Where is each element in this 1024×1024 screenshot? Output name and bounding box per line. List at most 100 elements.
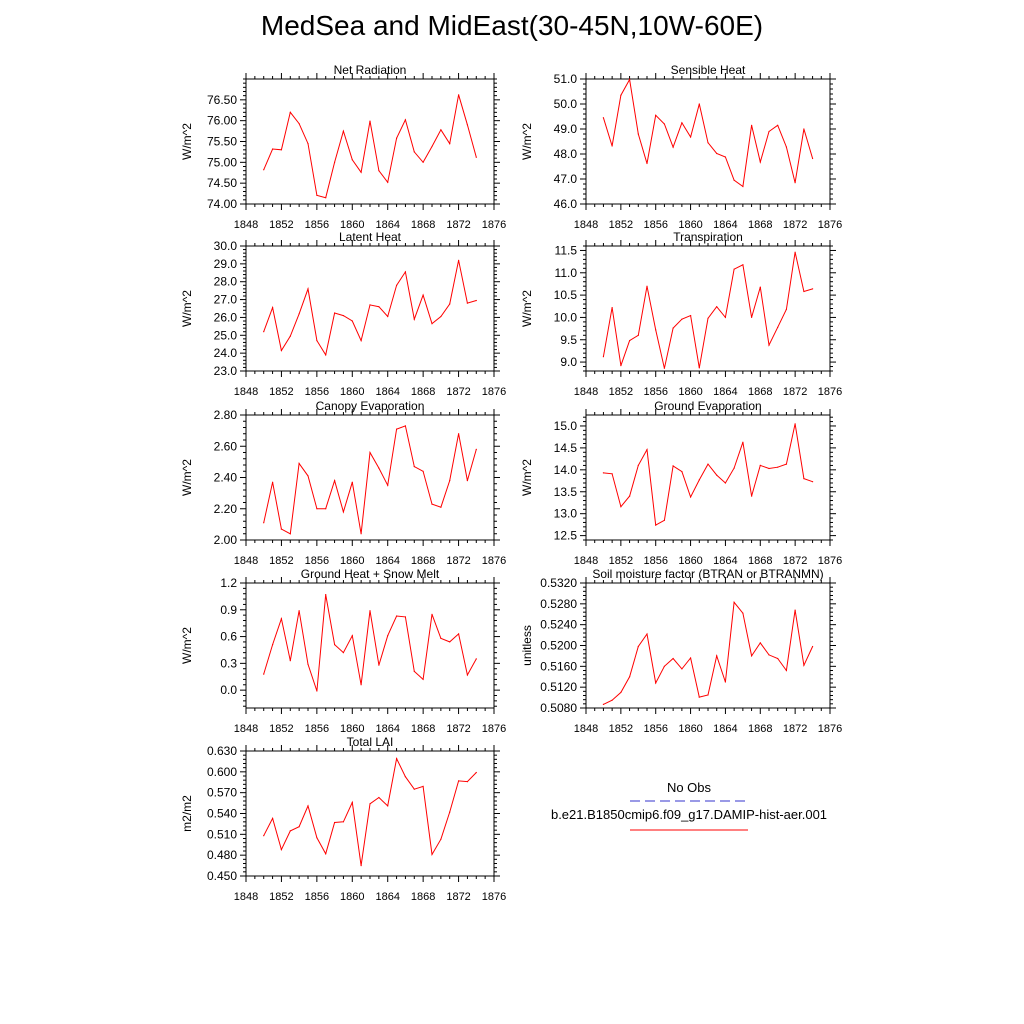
x-tick-label: 1852 bbox=[269, 219, 293, 231]
data-point bbox=[602, 117, 605, 119]
data-point bbox=[298, 313, 300, 315]
data-point bbox=[280, 618, 282, 620]
y-tick-label: 2.60 bbox=[214, 439, 238, 453]
data-point bbox=[475, 658, 477, 660]
x-tick-label: 1848 bbox=[574, 219, 598, 231]
x-tick-label: 1860 bbox=[678, 555, 702, 567]
y-tick-label: 11.5 bbox=[555, 243, 578, 257]
data-point bbox=[803, 664, 805, 666]
data-point bbox=[440, 129, 442, 131]
data-point bbox=[272, 481, 274, 483]
x-tick-label: 1848 bbox=[234, 723, 258, 735]
data-point bbox=[396, 137, 398, 139]
data-point bbox=[690, 496, 692, 498]
x-tick-label: 1852 bbox=[269, 891, 293, 903]
data-point bbox=[611, 145, 613, 147]
data-point bbox=[413, 318, 415, 320]
x-tick-label: 1876 bbox=[818, 555, 842, 567]
data-point bbox=[272, 148, 274, 150]
y-tick-label: 25.0 bbox=[214, 328, 238, 342]
x-tick-label: 1848 bbox=[574, 723, 598, 735]
x-tick-label: 1868 bbox=[411, 555, 435, 567]
data-point bbox=[413, 466, 415, 468]
data-point bbox=[404, 119, 406, 121]
data-point bbox=[396, 758, 398, 760]
data-point bbox=[803, 478, 805, 480]
data-point bbox=[431, 853, 433, 856]
data-point bbox=[768, 344, 770, 346]
data-point bbox=[812, 481, 814, 483]
data-point bbox=[334, 644, 336, 646]
data-point bbox=[334, 821, 336, 824]
y-tick-label: 14.0 bbox=[554, 463, 578, 477]
x-tick-label: 1860 bbox=[678, 723, 702, 735]
panel-canopy-evaporation: Canopy Evaporation W/m^2 1848 1852 1856 1860 1… bbox=[180, 399, 506, 567]
data-point bbox=[351, 801, 353, 804]
data-point bbox=[307, 663, 309, 665]
y-tick-label: 2.20 bbox=[214, 502, 238, 516]
data-point bbox=[751, 495, 753, 497]
x-tick-label: 1868 bbox=[411, 723, 435, 735]
y-axis-label: m2/m2 bbox=[180, 795, 194, 832]
y-tick-label: 75.00 bbox=[207, 155, 237, 169]
panel-title: Sensible Heat bbox=[671, 63, 746, 77]
y-tick-label: 13.5 bbox=[554, 485, 578, 499]
data-point bbox=[794, 609, 796, 611]
data-point bbox=[637, 334, 639, 336]
data-point bbox=[458, 633, 460, 635]
y-tick-label: 49.0 bbox=[554, 122, 578, 136]
data-point bbox=[369, 304, 371, 306]
x-tick-label: 1856 bbox=[643, 723, 667, 735]
panel-title: Transpiration bbox=[673, 230, 743, 244]
y-axis-label: W/m^2 bbox=[520, 290, 534, 327]
data-point bbox=[360, 865, 362, 867]
y-tick-label: 0.9 bbox=[220, 603, 237, 617]
series-line bbox=[603, 601, 814, 705]
data-point bbox=[698, 696, 700, 698]
data-point bbox=[724, 156, 727, 158]
data-point bbox=[307, 288, 309, 290]
data-point bbox=[431, 145, 433, 148]
data-point bbox=[440, 838, 442, 840]
data-point bbox=[449, 811, 451, 813]
data-point bbox=[733, 268, 735, 270]
data-point bbox=[263, 835, 265, 837]
data-point bbox=[351, 481, 353, 483]
y-axis-label: W/m^2 bbox=[180, 123, 194, 160]
x-tick-label: 1868 bbox=[748, 723, 772, 735]
data-point bbox=[431, 503, 433, 505]
data-point bbox=[387, 181, 389, 183]
data-point bbox=[602, 703, 605, 706]
data-point bbox=[716, 152, 718, 155]
data-point bbox=[466, 124, 468, 126]
y-tick-label: 48.0 bbox=[554, 147, 578, 161]
y-tick-label: 0.5200 bbox=[540, 639, 577, 653]
data-point bbox=[387, 484, 389, 486]
data-point bbox=[316, 837, 318, 839]
data-point bbox=[475, 156, 477, 158]
data-point bbox=[629, 78, 631, 81]
data-point bbox=[449, 480, 451, 482]
data-point bbox=[387, 805, 389, 807]
data-point bbox=[325, 594, 327, 596]
y-tick-label: 47.0 bbox=[554, 172, 578, 186]
data-point bbox=[620, 691, 622, 694]
x-tick-label: 1872 bbox=[783, 555, 807, 567]
data-point bbox=[449, 303, 451, 305]
data-point bbox=[620, 94, 622, 96]
data-point bbox=[360, 533, 362, 535]
y-tick-label: 2.40 bbox=[214, 471, 238, 485]
data-point bbox=[812, 288, 814, 290]
y-tick-label: 27.0 bbox=[214, 293, 238, 307]
data-point bbox=[316, 340, 318, 342]
data-point bbox=[672, 327, 674, 329]
data-point bbox=[716, 306, 718, 308]
panel-net-radiation: Net Radiation W/m^2 1848 1852 1856 1860 1864 18… bbox=[180, 63, 506, 231]
data-point bbox=[803, 290, 805, 293]
data-point bbox=[378, 796, 380, 799]
data-point bbox=[785, 463, 788, 465]
data-point bbox=[777, 466, 779, 468]
x-tick-label: 1852 bbox=[609, 723, 633, 735]
series-line bbox=[602, 77, 814, 188]
y-tick-label: 12.5 bbox=[554, 529, 578, 543]
